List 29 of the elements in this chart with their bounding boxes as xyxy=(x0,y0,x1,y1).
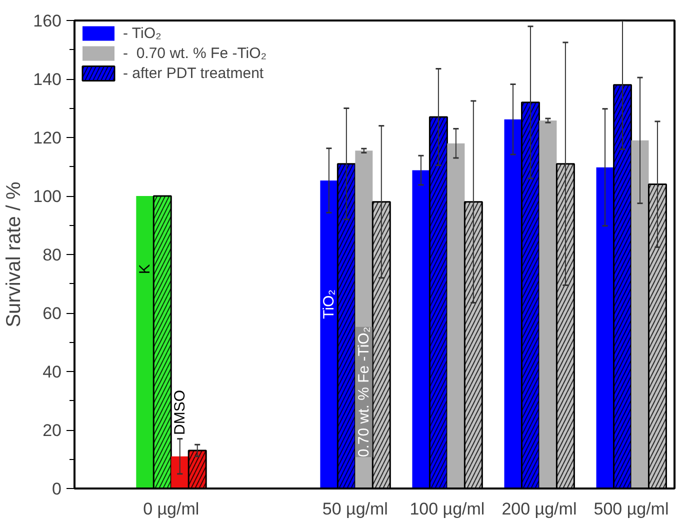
bar xyxy=(596,167,614,488)
y-axis-title: Survival rate / % xyxy=(3,181,26,328)
y-tick-label: 80 xyxy=(42,246,62,264)
y-tick-label: 140 xyxy=(33,70,62,89)
annotation: DMSO xyxy=(171,390,188,435)
legend-label: - 0.70 wt. % Fe -TiO₂ xyxy=(123,44,267,62)
bar xyxy=(504,119,522,488)
annotation: K xyxy=(136,264,154,274)
bar xyxy=(320,180,338,488)
x-tick-label: 200 µg/ml xyxy=(502,500,577,518)
y-tick-label: 120 xyxy=(33,128,62,148)
bar xyxy=(412,170,430,488)
y-tick-label: 160 xyxy=(33,12,62,30)
annotation: 0.70 wt. % Fe -TiO₂ xyxy=(355,326,372,458)
bar xyxy=(539,120,557,488)
y-tick-label: 100 xyxy=(33,187,62,206)
x-tick-label: 500 µg/ml xyxy=(594,500,669,518)
legend-label: - after PDT treatment xyxy=(123,64,264,82)
x-tick-label: 100 µg/ml xyxy=(410,500,485,518)
bar xyxy=(447,143,465,488)
x-tick-label: 0 µg/ml xyxy=(143,500,200,518)
bar xyxy=(631,140,649,488)
y-tick-label: 20 xyxy=(42,421,62,440)
y-tick-label: 0 xyxy=(52,480,62,498)
y-tick-label: 60 xyxy=(42,304,62,323)
annotation: TiO₂ xyxy=(320,289,338,319)
x-tick-label: 50 µg/ml xyxy=(322,500,388,518)
legend-label: - TiO₂ xyxy=(123,24,162,42)
y-tick-label: 40 xyxy=(42,362,62,382)
